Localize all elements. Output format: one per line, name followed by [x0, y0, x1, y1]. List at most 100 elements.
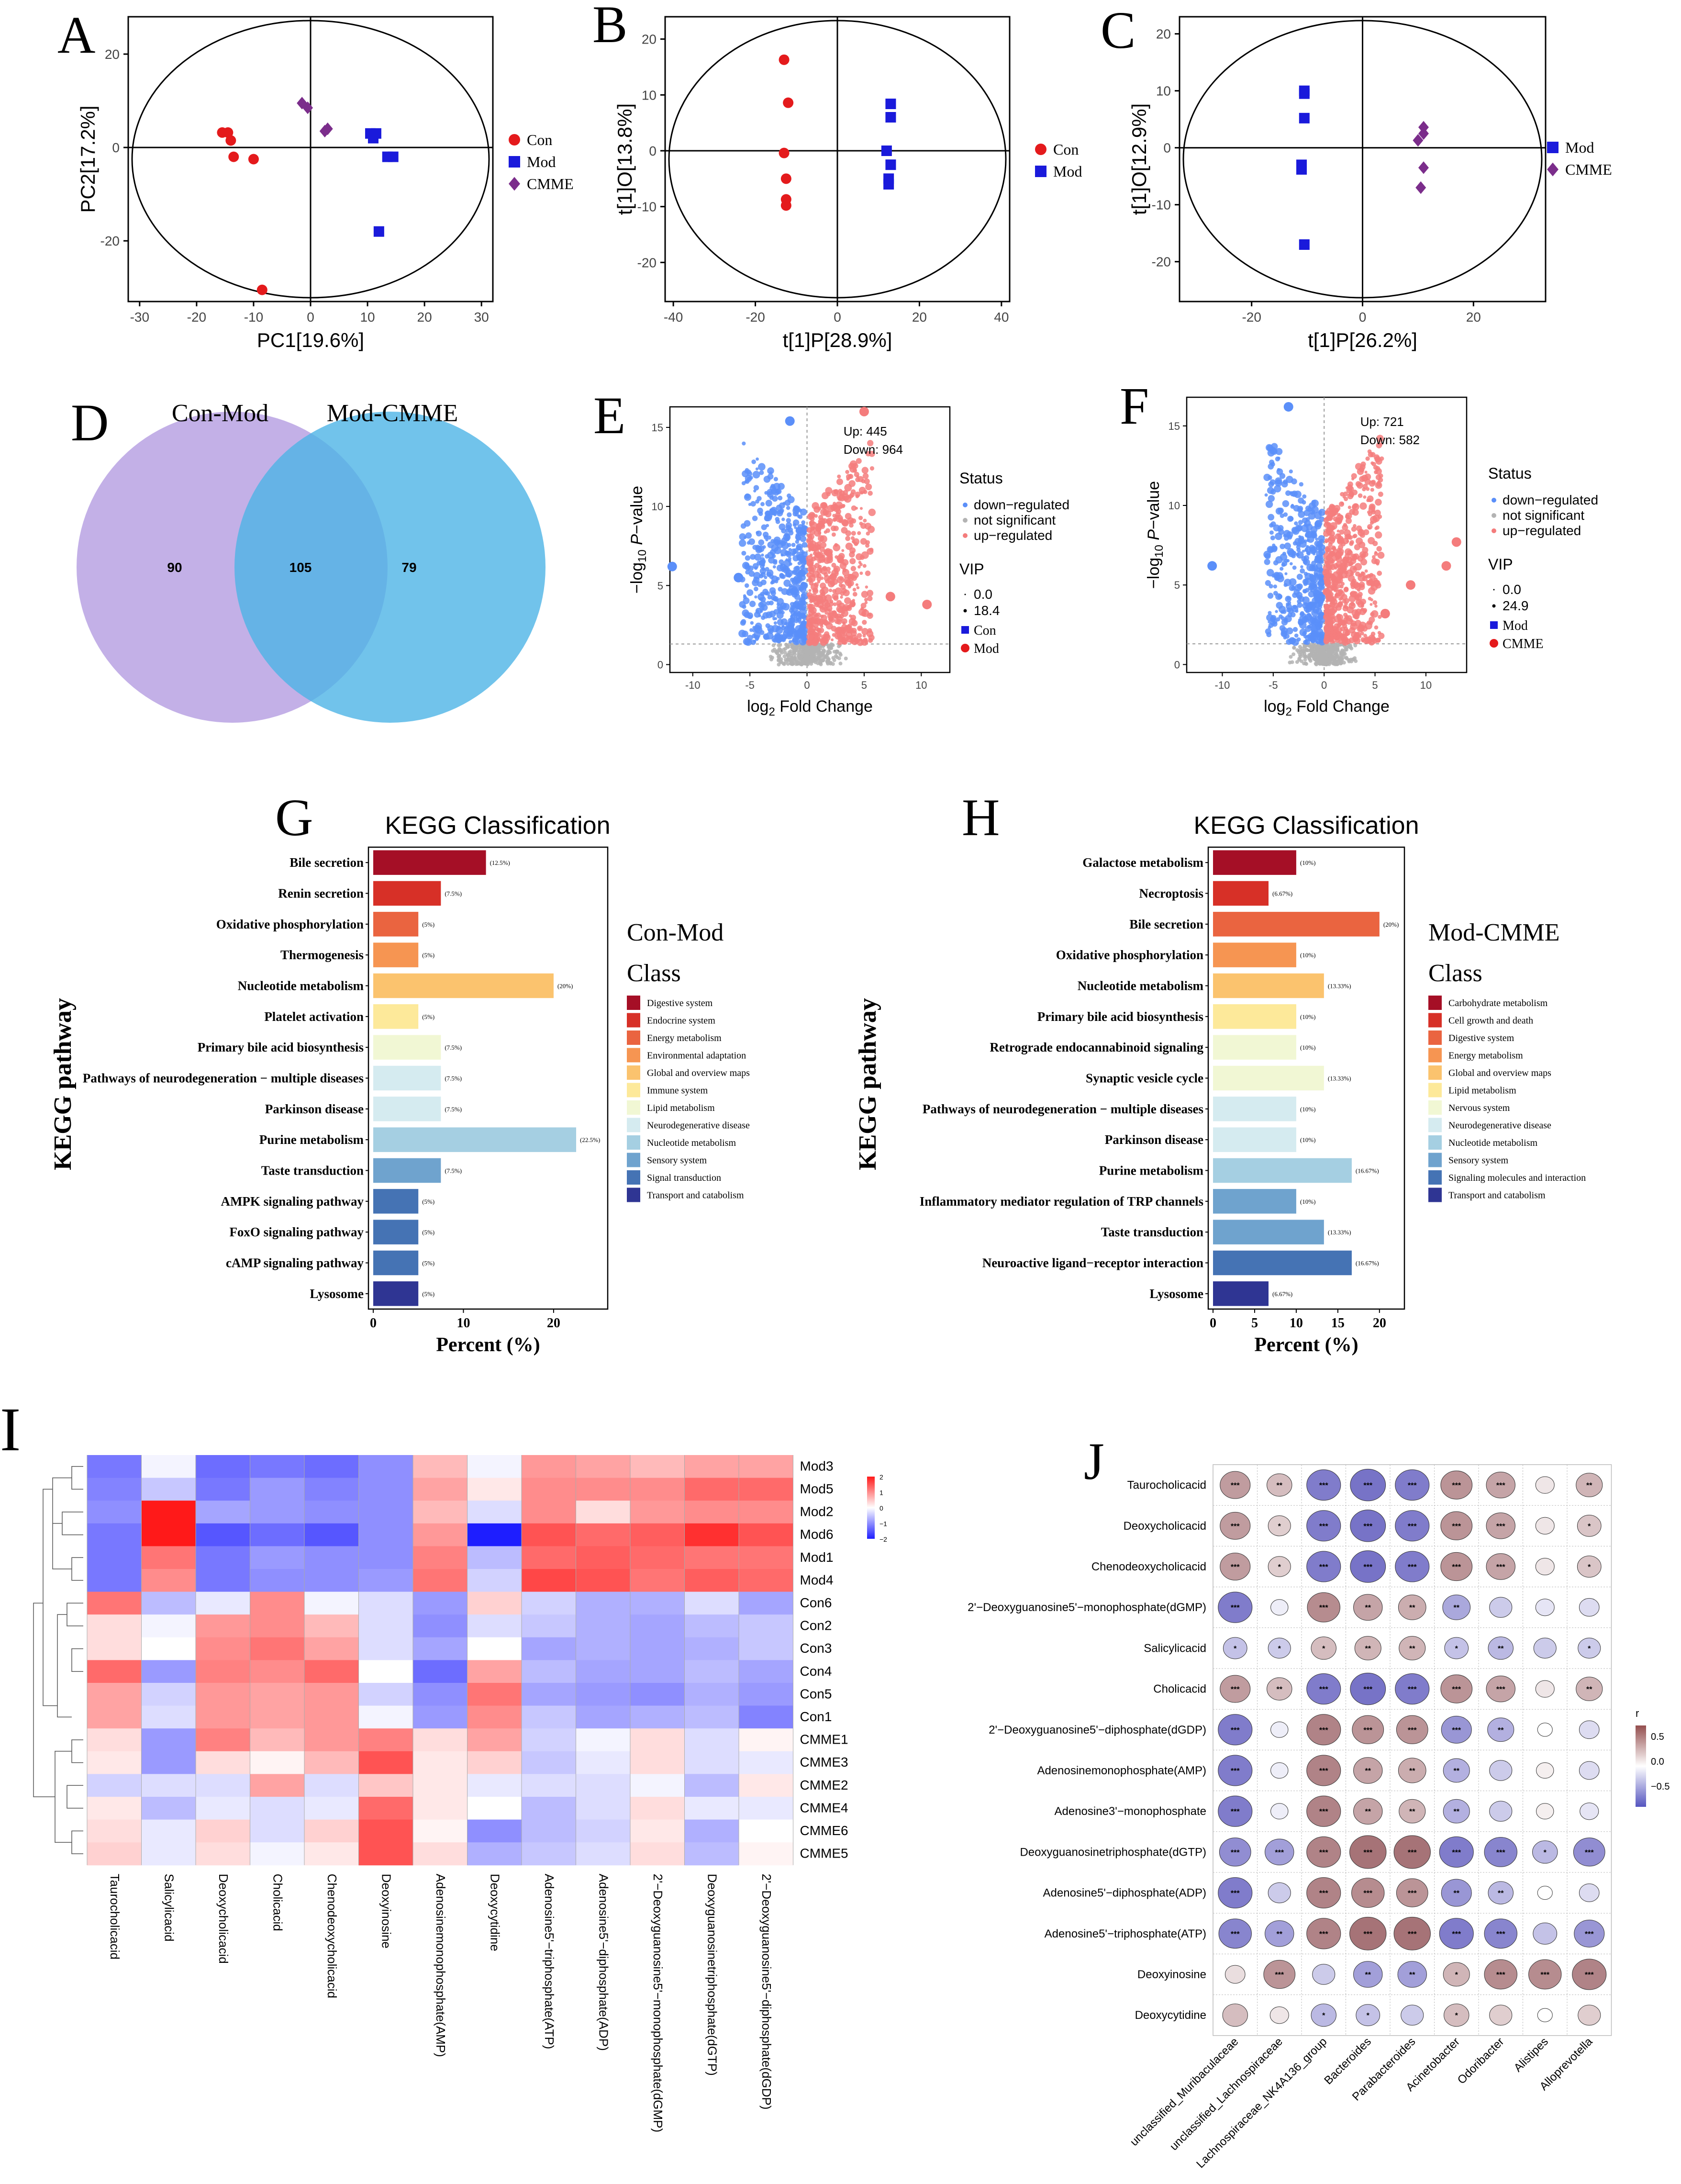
- data-point: [858, 487, 866, 494]
- bar-value-label: (16.67%): [1356, 1167, 1379, 1175]
- heatmap-cell: [304, 1591, 359, 1615]
- data-point: [800, 565, 805, 570]
- pca-plot-a: -30 -20 -10 0 10 20 30-20020PC1[19.6%]PC2[17.2…: [77, 16, 574, 351]
- heatmap-cell: [304, 1523, 359, 1546]
- heatmap-cell: [304, 1683, 359, 1706]
- heatmap-cell: [630, 1523, 685, 1546]
- data-point: [1273, 584, 1277, 589]
- row-label: Chenodeoxycholicacid: [1091, 1560, 1206, 1573]
- heatmap-cell: [196, 1637, 250, 1660]
- bar-value-label: (10%): [1300, 1198, 1316, 1205]
- correlation-circle: [1393, 1835, 1431, 1869]
- heatmap-cell: [576, 1819, 631, 1843]
- category-label: Platelet activation: [264, 1009, 364, 1024]
- data-point-con: [779, 54, 790, 65]
- data-point: [841, 624, 848, 631]
- data-point: [838, 517, 843, 522]
- significance-label: **: [1454, 1767, 1460, 1775]
- heatmap-cell: [522, 1546, 576, 1569]
- data-point: [1352, 591, 1358, 597]
- data-point: [745, 555, 751, 561]
- heatmap-cell: [467, 1546, 522, 1569]
- data-point: [837, 644, 841, 649]
- data-point: [768, 610, 776, 618]
- data-point: [1345, 645, 1349, 650]
- y-tick-label: 0: [649, 144, 657, 158]
- data-point: [1378, 492, 1383, 497]
- heatmap-cell: [630, 1774, 685, 1797]
- data-point: [1318, 653, 1322, 658]
- x-tick-label: 20: [417, 310, 432, 325]
- heatmap-cell: [739, 1774, 793, 1797]
- heatmap-cell: [576, 1842, 631, 1866]
- heatmap-cell: [304, 1705, 359, 1729]
- data-point: [1269, 584, 1273, 589]
- heatmap-cell: [522, 1455, 576, 1478]
- data-point: [1299, 612, 1304, 617]
- data-point: [1325, 540, 1328, 544]
- correlation-circle: [1220, 1553, 1251, 1580]
- correlation-circle: [1311, 2004, 1336, 2027]
- data-point: [770, 506, 778, 514]
- data-point: [799, 623, 806, 630]
- x-axis-label: t[1]P[28.9%]: [783, 329, 892, 351]
- data-point: [1270, 489, 1276, 495]
- data-point: [833, 504, 841, 513]
- data-point: [790, 651, 795, 655]
- heatmap-cell: [87, 1819, 142, 1843]
- data-point: [865, 483, 872, 491]
- data-point: [807, 577, 813, 583]
- data-point: [1367, 620, 1371, 625]
- data-point: [1283, 534, 1287, 538]
- y-tick-label: -20: [100, 234, 120, 248]
- correlation-circle: [1349, 1835, 1387, 1869]
- data-point: [1329, 564, 1336, 571]
- data-point: [1372, 600, 1378, 605]
- correlation-circle: [1489, 1801, 1513, 1822]
- legend-class-label: Environmental adaptation: [647, 1051, 746, 1061]
- data-point: [1268, 514, 1275, 521]
- data-point: [1307, 625, 1311, 629]
- correlation-circle: [1444, 1637, 1469, 1659]
- data-point: [1343, 491, 1348, 497]
- heatmap-cell: [739, 1705, 793, 1729]
- x-tick-label: -5: [745, 679, 755, 691]
- data-point: [758, 463, 766, 471]
- data-point: [867, 526, 875, 533]
- correlation-circle: [1536, 1762, 1554, 1779]
- correlation-circle: [1443, 1962, 1470, 1987]
- heatmap-cell: [522, 1523, 576, 1546]
- data-point: [1374, 625, 1379, 630]
- significance-label: *: [1278, 1563, 1281, 1571]
- data-point: [1339, 575, 1344, 580]
- data-point: [1302, 494, 1307, 499]
- data-point: [758, 614, 761, 617]
- data-point: [1357, 601, 1364, 608]
- correlation-circle: [1484, 1837, 1517, 1867]
- heatmap-cell: [630, 1546, 685, 1569]
- data-point: [1376, 435, 1384, 442]
- data-point: [1368, 505, 1376, 513]
- data-point: [779, 559, 784, 565]
- data-point: [819, 620, 824, 625]
- data-point: [857, 565, 861, 569]
- correlation-circle: [1306, 1795, 1341, 1827]
- correlation-circle: [1350, 1550, 1386, 1583]
- row-label: Con5: [800, 1686, 832, 1701]
- data-point: [1276, 602, 1283, 609]
- data-point: [1339, 661, 1343, 665]
- legend-class-label: Neurodegenerative disease: [1448, 1120, 1551, 1131]
- heatmap-cell: [684, 1774, 739, 1797]
- data-point: [806, 572, 813, 578]
- data-point: [865, 570, 871, 576]
- correlation-circle: [1220, 1512, 1251, 1540]
- x-tick-label: 20: [1466, 310, 1481, 325]
- data-point: [811, 513, 815, 517]
- data-point: [1328, 505, 1335, 511]
- significance-label: ***: [1319, 1767, 1328, 1775]
- data-point: [819, 589, 825, 594]
- venn-set-label-con-mod: Con-Mod: [172, 400, 268, 427]
- data-point: [1319, 538, 1325, 544]
- data-point: [1334, 504, 1341, 512]
